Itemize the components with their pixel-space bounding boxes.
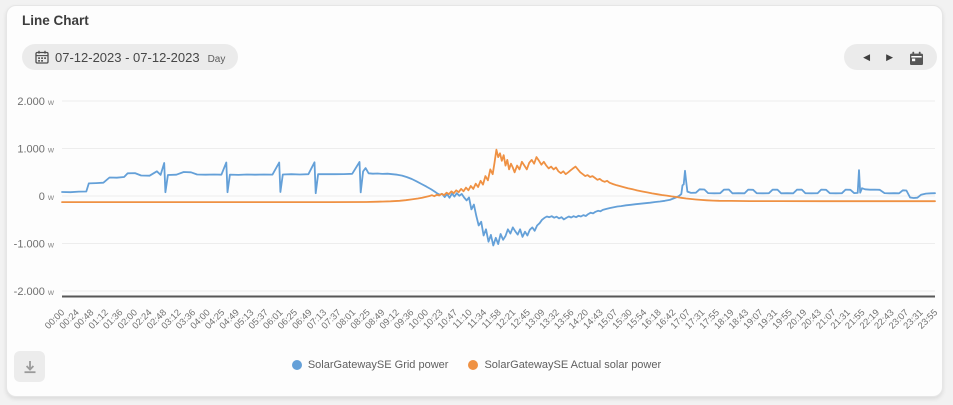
legend-label: SolarGatewaySE Grid power bbox=[307, 359, 449, 371]
chevron-right-icon: ▶ bbox=[886, 51, 893, 62]
legend-item[interactable]: SolarGatewaySE Grid power bbox=[291, 359, 449, 371]
download-button[interactable] bbox=[14, 351, 45, 382]
legend-label: SolarGatewaySE Actual solar power bbox=[484, 359, 662, 371]
legend-item[interactable]: SolarGatewaySE Actual solar power bbox=[468, 359, 661, 371]
previous-period-button[interactable]: ◀ bbox=[855, 49, 878, 66]
date-range-picker[interactable]: 07-12-2023 - 07-12-2023 Day bbox=[22, 44, 239, 70]
calendar-icon bbox=[35, 50, 49, 64]
period-navigation: ◀ ▶ bbox=[844, 44, 937, 70]
next-period-button[interactable]: ▶ bbox=[878, 49, 901, 66]
chart-legend: SolarGatewaySE Grid power SolarGatewaySE … bbox=[0, 359, 953, 371]
calendar-icon bbox=[909, 51, 924, 66]
date-range-label: 07-12-2023 - 07-12-2023 bbox=[55, 49, 200, 65]
page-title: Line Chart bbox=[22, 13, 89, 28]
chart-plot-area[interactable] bbox=[62, 95, 935, 300]
download-icon bbox=[22, 359, 38, 375]
chevron-left-icon: ◀ bbox=[863, 51, 871, 62]
legend-dot-icon bbox=[291, 360, 302, 370]
legend-dot-icon bbox=[468, 360, 479, 370]
open-calendar-button[interactable] bbox=[901, 49, 926, 66]
period-label: Day bbox=[207, 54, 226, 65]
